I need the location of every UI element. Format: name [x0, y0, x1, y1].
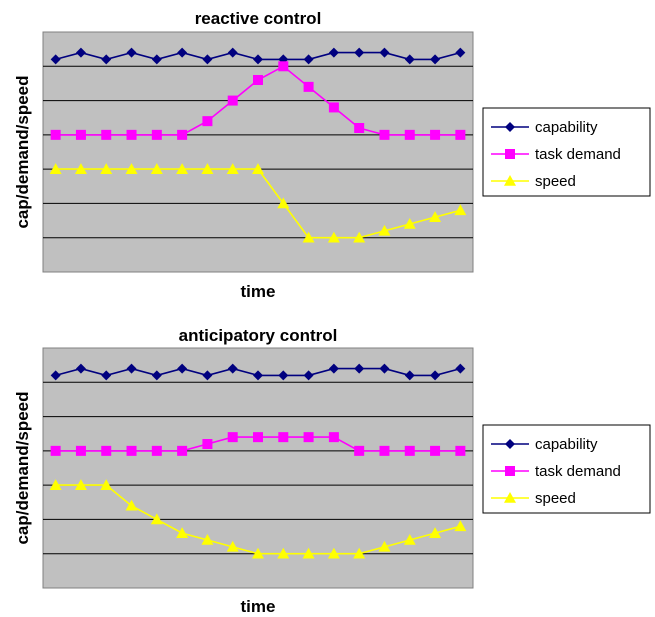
- data-point-task-demand: [329, 102, 339, 112]
- data-point-task-demand: [127, 130, 137, 140]
- data-point-task-demand: [101, 130, 111, 140]
- legend-label: speed: [535, 490, 576, 507]
- chart-1: reactive control time cap/demand/speed capa…: [13, 9, 650, 301]
- x-axis-label: time: [241, 282, 276, 301]
- data-point-task-demand: [202, 116, 212, 126]
- data-point-task-demand: [354, 446, 364, 456]
- data-point-task-demand: [101, 446, 111, 456]
- data-point-task-demand: [51, 130, 61, 140]
- data-point-task-demand: [51, 446, 61, 456]
- data-point-task-demand: [304, 82, 314, 92]
- data-point-task-demand: [329, 432, 339, 442]
- data-point-task-demand: [379, 130, 389, 140]
- chart-title: anticipatory control: [179, 326, 338, 345]
- data-point-task-demand: [177, 130, 187, 140]
- data-point-task-demand: [202, 439, 212, 449]
- data-point-task-demand: [379, 446, 389, 456]
- legend-label: capability: [535, 119, 598, 136]
- data-point-task-demand: [455, 446, 465, 456]
- data-point-task-demand: [354, 123, 364, 133]
- data-point-task-demand: [76, 130, 86, 140]
- data-point-task-demand: [228, 432, 238, 442]
- data-point-task-demand: [253, 432, 263, 442]
- data-point-task-demand: [304, 432, 314, 442]
- chart-2: anticipatory control time cap/demand/speed…: [13, 326, 650, 616]
- data-point-task-demand: [430, 446, 440, 456]
- legend-label: task demand: [535, 463, 621, 480]
- data-point-task-demand: [405, 446, 415, 456]
- legend-marker-task-demand: [505, 466, 515, 476]
- data-point-task-demand: [405, 130, 415, 140]
- data-point-task-demand: [278, 61, 288, 71]
- legend-label: task demand: [535, 146, 621, 163]
- legend: capability task demand speed: [483, 425, 650, 513]
- data-point-task-demand: [278, 432, 288, 442]
- chart-title: reactive control: [195, 9, 322, 28]
- legend-label: capability: [535, 436, 598, 453]
- legend-label: speed: [535, 173, 576, 190]
- data-point-task-demand: [253, 75, 263, 85]
- data-point-task-demand: [177, 446, 187, 456]
- data-point-task-demand: [430, 130, 440, 140]
- data-point-task-demand: [455, 130, 465, 140]
- y-axis-label: cap/demand/speed: [13, 391, 32, 544]
- y-axis-label: cap/demand/speed: [13, 75, 32, 228]
- data-point-task-demand: [76, 446, 86, 456]
- data-point-task-demand: [152, 130, 162, 140]
- data-point-task-demand: [152, 446, 162, 456]
- legend: capability task demand speed: [483, 108, 650, 196]
- plot-area: [43, 32, 473, 272]
- data-point-task-demand: [228, 96, 238, 106]
- legend-marker-task-demand: [505, 149, 515, 159]
- data-point-task-demand: [127, 446, 137, 456]
- x-axis-label: time: [241, 597, 276, 616]
